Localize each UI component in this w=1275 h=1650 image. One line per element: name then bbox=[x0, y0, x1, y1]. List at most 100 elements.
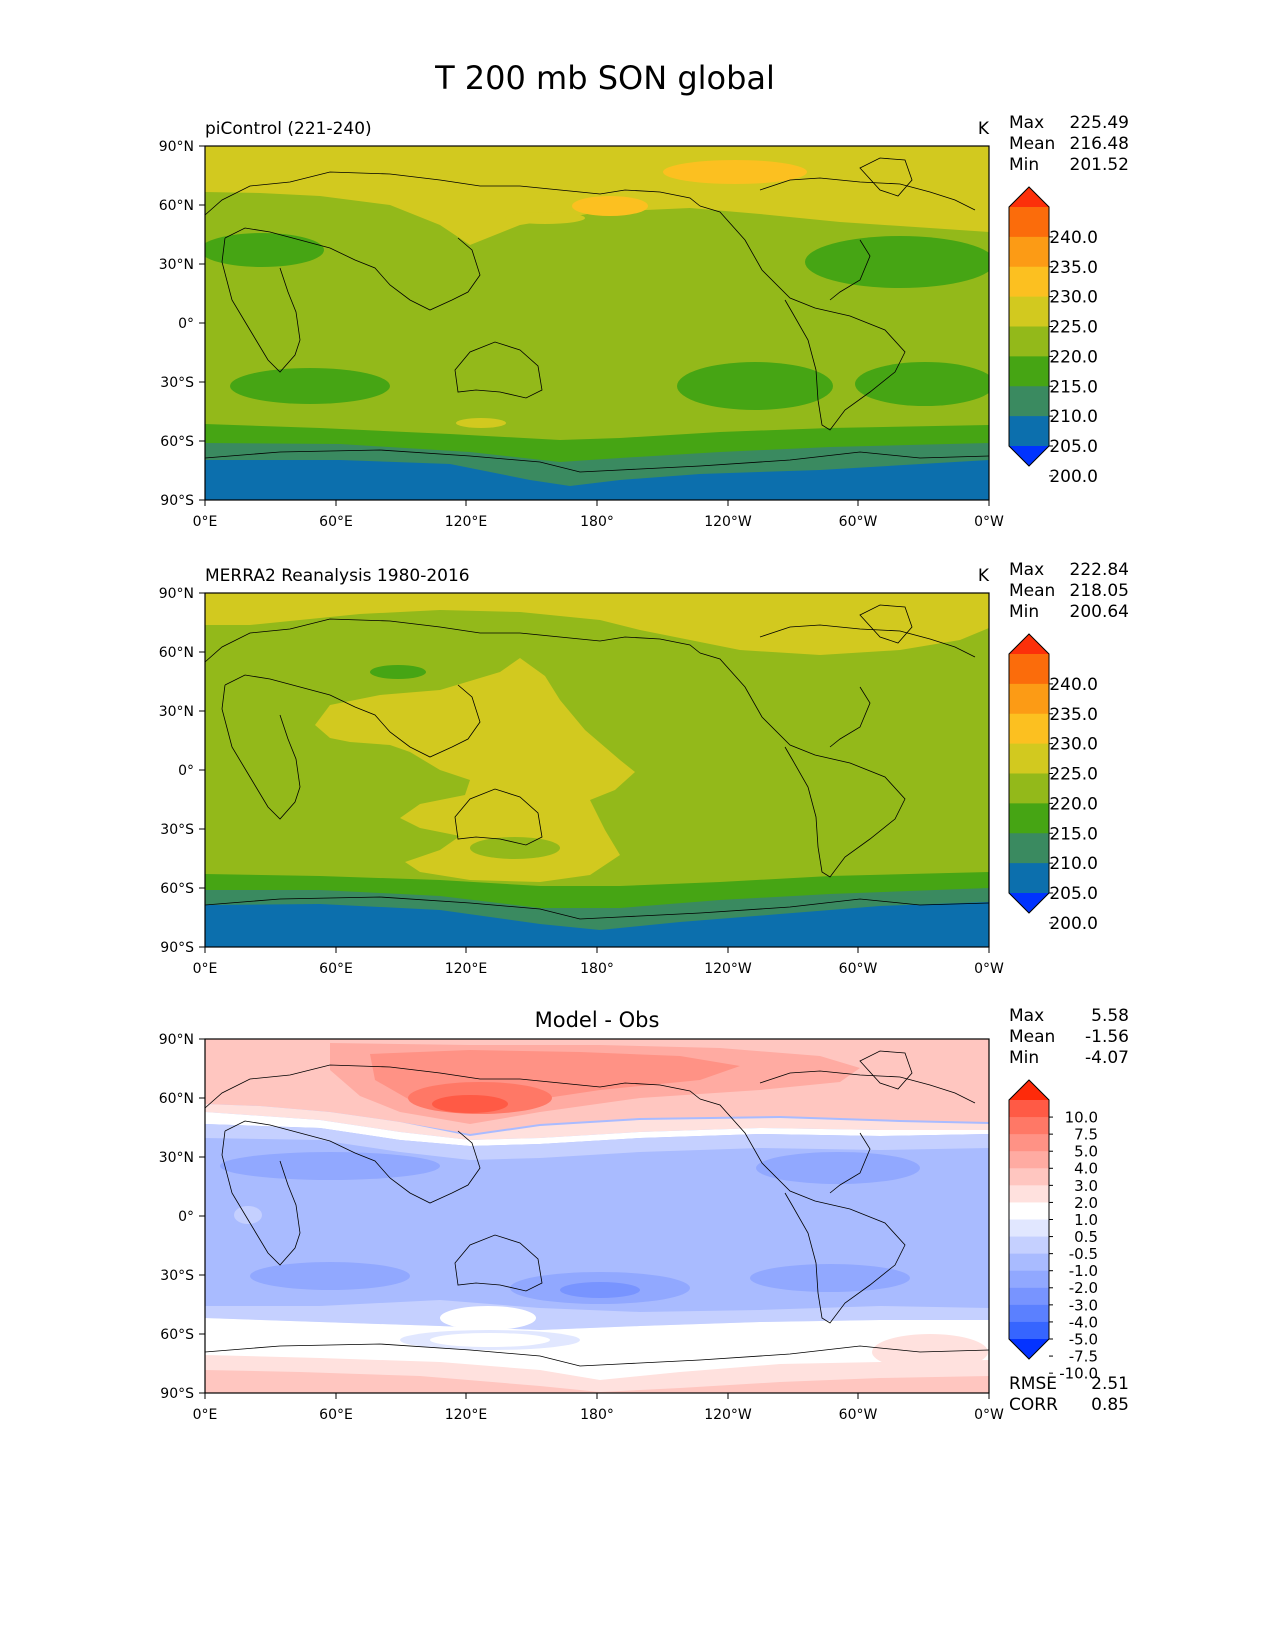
svg-text:60°W: 60°W bbox=[839, 961, 878, 977]
x-tick: 0°E bbox=[193, 500, 217, 530]
field-210-215-s-indian bbox=[230, 368, 390, 404]
svg-text:60°N: 60°N bbox=[159, 1091, 194, 1107]
colorbar-label: -2.0 bbox=[1069, 1279, 1098, 1297]
colorbar-label: -4.0 bbox=[1069, 1313, 1098, 1331]
y-tick: 60°N bbox=[159, 1091, 205, 1107]
stat-min-label: Min bbox=[1009, 602, 1039, 622]
colorbar: 240.0 235.0 230.0 225.0 220.0 215.0 210.0 205.0… bbox=[1008, 633, 1098, 934]
coastlines bbox=[205, 157, 989, 473]
colorbar-segment bbox=[1009, 833, 1049, 864]
metrics-block: RMSE 2.51 CORR 0.85 bbox=[1009, 1374, 1129, 1415]
svg-text:60°E: 60°E bbox=[319, 961, 353, 977]
y-axis: 90°N 60°N 30°N 0° 30°S 60°S 90°S bbox=[159, 1032, 205, 1402]
coast-greenland bbox=[859, 1050, 913, 1090]
x-tick: 120°E bbox=[445, 500, 487, 530]
panel-picontrol: piControl (221-240) K 90°N 60°N 30°N 0° … bbox=[159, 113, 1129, 530]
svg-text:0°: 0° bbox=[178, 1209, 194, 1225]
colorbar-segment bbox=[1009, 266, 1049, 298]
colorbar-label: 215.0 bbox=[1049, 824, 1098, 844]
stat-mean-value: -1.56 bbox=[1085, 1027, 1129, 1047]
field-225-230-arctic bbox=[663, 160, 807, 184]
field-minus2-minus3-s-america bbox=[750, 1264, 910, 1292]
coastlines bbox=[205, 604, 989, 920]
svg-text:60°N: 60°N bbox=[159, 198, 194, 214]
stat-mean-value: 216.48 bbox=[1070, 134, 1129, 154]
colorbar-segment bbox=[1009, 1321, 1049, 1340]
panel-units: K bbox=[978, 119, 990, 139]
colorbar-segment bbox=[1009, 1151, 1049, 1169]
svg-text:30°S: 30°S bbox=[160, 375, 194, 391]
stat-mean-label: Mean bbox=[1009, 1027, 1055, 1047]
colorbar-label: 240.0 bbox=[1049, 228, 1098, 248]
field-minus3-minus4-s-pacific bbox=[560, 1282, 640, 1298]
rmse-label: RMSE bbox=[1009, 1374, 1057, 1394]
svg-text:0°E: 0°E bbox=[193, 961, 218, 977]
field-minus2-minus3-america bbox=[756, 1152, 920, 1184]
colorbar-label: 210.0 bbox=[1049, 407, 1098, 427]
svg-text:90°S: 90°S bbox=[160, 1386, 194, 1402]
svg-text:60°N: 60°N bbox=[159, 645, 194, 661]
colorbar-label: 7.5 bbox=[1074, 1126, 1098, 1144]
coast-africa-eurasia bbox=[205, 1064, 701, 1266]
coast-greenland bbox=[859, 604, 913, 644]
stat-min-value: 200.64 bbox=[1070, 602, 1129, 622]
y-tick: 90°N bbox=[159, 586, 205, 602]
coastlines bbox=[205, 1050, 989, 1367]
stat-min-value: -4.07 bbox=[1085, 1048, 1129, 1068]
svg-text:120°E: 120°E bbox=[445, 961, 488, 977]
coast-americas bbox=[699, 1070, 976, 1324]
x-axis: 0°E 60°E 120°E 180° 120°W 60°W 0°W bbox=[193, 1393, 1004, 1423]
colorbar-segment bbox=[1009, 654, 1049, 685]
svg-text:90°S: 90°S bbox=[160, 940, 194, 956]
svg-text:120°W: 120°W bbox=[704, 961, 752, 977]
svg-text:0°: 0° bbox=[178, 316, 194, 332]
field-210-215-siberia bbox=[370, 665, 426, 679]
colorbar-label: 235.0 bbox=[1049, 705, 1098, 725]
panel-merra2: MERRA2 Reanalysis 1980-2016 K 90°N 60°N … bbox=[159, 560, 1129, 977]
x-tick: 60°E bbox=[319, 500, 353, 530]
colorbar-label: 3.0 bbox=[1074, 1177, 1098, 1195]
x-axis: 0°E 60°E 120°E 180° 120°W 60°W 0°W bbox=[193, 947, 1004, 977]
colorbar-label: 0.5 bbox=[1074, 1228, 1098, 1246]
field-225-230-pacific bbox=[572, 196, 648, 216]
y-axis: 90°N 60°N 30°N 0° 30°S 60°S 90°S bbox=[159, 586, 205, 956]
field-minus1-patch-africa bbox=[234, 1206, 262, 1224]
x-tick: 120°E bbox=[445, 1393, 487, 1423]
x-tick: 60°W bbox=[839, 947, 878, 977]
x-axis: 0°E 60°E 120°E 180° 120°W 60°W 0°W bbox=[193, 500, 1004, 530]
rmse-value: 2.51 bbox=[1091, 1374, 1129, 1394]
x-tick: 60°W bbox=[839, 1393, 877, 1423]
y-tick: 30°N bbox=[159, 257, 205, 273]
stats-block: Max 225.49 Mean 216.48 Min 201.52 bbox=[1009, 113, 1129, 175]
colorbar-segment bbox=[1009, 1253, 1049, 1272]
colorbar-extend-bottom bbox=[1009, 446, 1049, 466]
colorbar-segment bbox=[1009, 1185, 1049, 1203]
svg-text:60°S: 60°S bbox=[160, 1327, 194, 1343]
field-210-215-med bbox=[205, 233, 324, 267]
colorbar-segment bbox=[1009, 1117, 1049, 1135]
svg-text:30°N: 30°N bbox=[159, 257, 194, 273]
stat-max-value: 5.58 bbox=[1091, 1006, 1129, 1026]
colorbar-label: 2.0 bbox=[1074, 1194, 1098, 1212]
figure-title: T 200 mb SON global bbox=[434, 59, 775, 97]
field-220-225-pacific-tongue bbox=[315, 658, 635, 882]
stat-mean-label: Mean bbox=[1009, 581, 1055, 601]
svg-text:180°: 180° bbox=[580, 961, 614, 977]
stat-min-value: 201.52 bbox=[1070, 155, 1129, 175]
colorbar-segment bbox=[1009, 386, 1049, 417]
field-band-220-225-north bbox=[205, 593, 989, 655]
colorbar-label: 230.0 bbox=[1049, 288, 1098, 308]
y-tick: 30°S bbox=[160, 822, 205, 838]
colorbar-extend-top bbox=[1009, 634, 1049, 654]
coast-australia bbox=[454, 788, 543, 846]
stat-min-label: Min bbox=[1009, 155, 1039, 175]
x-tick: 60°E bbox=[319, 1393, 353, 1423]
field-minus2-minus3-eurasia bbox=[220, 1152, 440, 1180]
map-field bbox=[205, 146, 989, 500]
x-tick: 120°W bbox=[704, 500, 752, 530]
coast-americas bbox=[699, 624, 976, 878]
svg-text:0°W: 0°W bbox=[974, 961, 1004, 977]
y-tick: 90°S bbox=[160, 940, 205, 956]
stat-min-label: Min bbox=[1009, 1048, 1039, 1068]
